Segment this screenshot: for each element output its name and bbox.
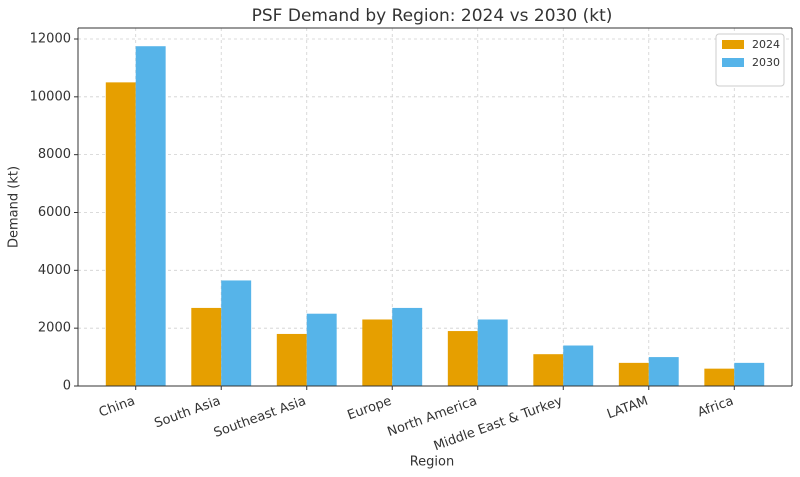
bar [392, 307, 423, 386]
y-tick-label: 2000 [38, 321, 71, 336]
y-tick-label: 8000 [38, 147, 71, 162]
legend-swatch [722, 58, 744, 67]
legend-label: 2030 [752, 56, 780, 69]
x-tick-label: Southeast Asia [212, 394, 308, 441]
x-tick-label: LATAM [605, 394, 650, 423]
bar [362, 319, 393, 386]
x-tick-label: China [97, 394, 137, 421]
bar [276, 333, 307, 386]
bar [734, 362, 765, 386]
bar [306, 313, 337, 386]
x-tick-label: Africa [696, 394, 736, 421]
bar [477, 319, 508, 386]
x-tick-label: Europe [346, 394, 394, 424]
bar [563, 345, 594, 386]
x-axis-label: Region [410, 455, 455, 470]
bar [135, 46, 166, 387]
bar [221, 280, 252, 386]
bar [105, 82, 136, 386]
legend-swatch [722, 40, 744, 49]
y-axis-label: Demand (kt) [7, 166, 22, 248]
bar [648, 357, 679, 386]
chart-title: PSF Demand by Region: 2024 vs 2030 (kt) [252, 6, 613, 26]
bar [618, 362, 649, 386]
bar [704, 368, 735, 386]
y-tick-label: 12000 [30, 31, 71, 46]
bar [191, 307, 222, 386]
y-tick-label: 4000 [38, 263, 71, 278]
y-tick-label: 10000 [30, 89, 71, 104]
legend: 2024 2030 [715, 33, 785, 87]
legend-label: 2024 [752, 38, 780, 51]
bar [533, 354, 564, 386]
y-tick-label: 0 [63, 379, 71, 394]
bar [447, 331, 478, 386]
y-tick-label: 6000 [38, 205, 71, 220]
